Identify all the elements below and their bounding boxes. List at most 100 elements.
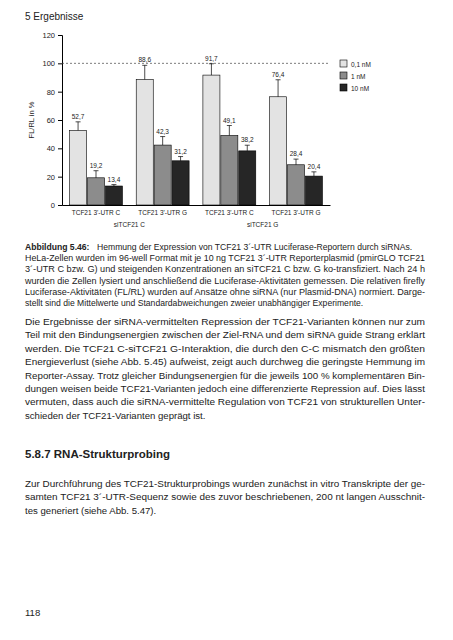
bar [70, 130, 87, 205]
error-cap [227, 125, 232, 126]
body-line: Teil mit den Bindungsenergien zwischen d… [25, 329, 425, 340]
body-line: vermuten, dass auch die siRNA-vermittelt… [25, 396, 425, 407]
bar [203, 75, 220, 205]
error-bar [245, 145, 250, 151]
tick-label: TCF21 3'-UTR G [272, 209, 321, 216]
tick-label: 120 [42, 31, 55, 40]
error-bar [294, 159, 299, 165]
data-label: 91,7 [205, 55, 218, 62]
error-cap [142, 65, 147, 66]
data-label: 49,1 [223, 117, 236, 124]
bar [136, 79, 153, 205]
axis-line [58, 36, 63, 206]
error-line [229, 126, 230, 136]
bar [270, 97, 287, 205]
error-cap [94, 170, 99, 171]
caption-line: 3´-UTR C bzw. G) und steigenden Konzentr… [25, 264, 425, 274]
error-bar [178, 157, 183, 161]
bar [154, 145, 171, 205]
legend-swatch [340, 72, 347, 79]
body-line: schieden der TCF21-Varianten geprägt ist… [25, 410, 205, 421]
data-label: 28,4 [290, 150, 303, 157]
tick-label: 40 [47, 144, 55, 153]
body-line: tes generiert (siehe Abb. 5.47). [25, 505, 156, 516]
tick-mark [58, 92, 62, 93]
tick: 60 [47, 116, 62, 125]
page-number: 118 [25, 607, 40, 618]
data-labels: 52,788,691,776,419,242,349,128,413,431,2… [72, 55, 321, 183]
error-line [162, 137, 163, 146]
tick-label: TCF21 3'-UTR C [72, 209, 121, 216]
data-label: 88,6 [138, 56, 151, 63]
caption-line: Luciferase-Aktivitäten (FL/RL) wurden au… [25, 287, 425, 297]
data-label: 31,2 [174, 148, 187, 155]
group-label: siTCF21 C [114, 221, 145, 228]
tick-mark [58, 63, 62, 64]
error-line [313, 172, 314, 176]
tick: 20 [47, 173, 62, 182]
error-cap [276, 79, 281, 80]
bar [305, 176, 322, 205]
tick-label: TCF21 3'-UTR G [138, 209, 187, 216]
x-axis: TCF21 3'-UTR C TCF21 3'-UTR G TCF21 3'-UTR… [63, 205, 331, 216]
error-cap [76, 121, 81, 122]
legend-label: 0,1 nM [351, 61, 371, 68]
error-bar [276, 80, 281, 97]
bar [287, 165, 304, 205]
error-bar [76, 122, 81, 130]
tick-label: 100 [42, 59, 55, 68]
axis-line [63, 205, 331, 206]
error-line [96, 171, 97, 178]
data-label: 20,4 [308, 163, 321, 170]
tick-mark [58, 120, 62, 121]
body-line: Reporter-Assay. Trotz gleicher Bindungse… [25, 370, 425, 381]
tick-label: 20 [47, 173, 55, 182]
tick: TCF21 3'-UTR G [138, 205, 187, 216]
tick-mark [58, 35, 62, 36]
legend: 0,1 nM1 nM10 nM [340, 60, 371, 92]
paragraph: Die Ergebnisse der siRNA-vermittelten Re… [24, 316, 425, 421]
bar [172, 161, 189, 205]
section-heading: 5.8.7 RNA-Strukturprobing [25, 448, 170, 460]
legend-swatch [340, 84, 347, 91]
tick: TCF21 3'-UTR G [272, 205, 321, 216]
legend-label: 1 nM [351, 73, 365, 80]
bar [239, 151, 256, 205]
reference-line [62, 63, 330, 64]
tick: 40 [47, 144, 62, 153]
tick-mark [58, 205, 62, 206]
caption: Abbildung 5.46:Hemmung der Expression vo… [24, 242, 426, 308]
error-cap [178, 156, 183, 157]
error-line [211, 64, 212, 75]
error-bar [227, 126, 232, 136]
tick-label: 80 [47, 88, 55, 97]
page: 5 Ergebnisse020406080100120TCF21 3'-UTR … [0, 0, 453, 640]
tick: TCF21 3'-UTR C [72, 205, 121, 216]
tick-label: 60 [47, 116, 55, 125]
chart: 020406080100120TCF21 3'-UTR CTCF21 3'-UT… [27, 31, 371, 228]
error-cap [111, 184, 116, 185]
error-line [180, 157, 181, 161]
body-line: dungen weisen beide TCF21-Varianten jedo… [25, 383, 425, 394]
paragraph: Zur Durchführung des TCF21-Strukturprobi… [25, 478, 425, 516]
body-line: Zur Durchführung des TCF21-Strukturprobi… [25, 478, 425, 489]
body-line: Energieverlust (siehe Abb. 5.45) aufweis… [25, 356, 425, 367]
tick: 100 [42, 59, 62, 68]
error-line [296, 159, 297, 165]
legend-swatch [340, 60, 347, 67]
error-cap [160, 136, 165, 137]
tick: 0 [51, 201, 62, 210]
error-bar [94, 171, 99, 178]
plot-area [62, 63, 330, 205]
error-bar [209, 64, 214, 75]
caption-line: HeLa-Zellen wurden im 96-well Format mit… [25, 253, 425, 263]
bar [87, 178, 104, 205]
tick-mark [58, 177, 62, 178]
caption-line: Hemmung der Expression von TCF21 3´-UTR … [97, 242, 412, 252]
tick: TCF21 3'-UTR C [205, 205, 254, 216]
error-line [78, 122, 79, 130]
tick-label: 0 [51, 201, 55, 210]
axis-title: FL/RL in % [27, 101, 36, 138]
error-cap [209, 63, 214, 64]
error-line [247, 145, 248, 151]
